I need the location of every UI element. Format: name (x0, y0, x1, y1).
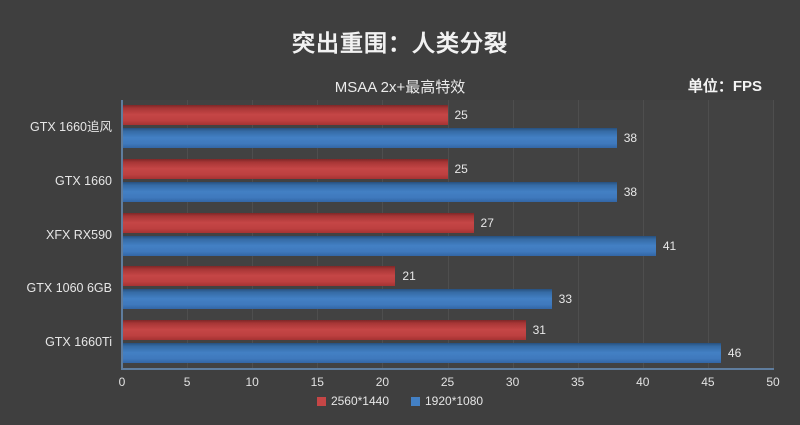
chart-category-row: 27 41 (122, 208, 773, 262)
gridline (447, 100, 449, 369)
x-tick-label: 40 (636, 375, 650, 389)
bar-value-label: 41 (662, 238, 677, 253)
bar-value-label: 38 (623, 184, 638, 199)
chart-subtitle: MSAA 2x+最高特效 (334, 79, 466, 96)
gridline (577, 100, 579, 369)
gridline (642, 100, 644, 369)
chart-category-row: 21 33 (122, 261, 773, 315)
legend-item[interactable]: 1920*1080 (411, 394, 483, 408)
bar-value-label: 46 (727, 346, 742, 361)
legend-item[interactable]: 2560*1440 (316, 394, 389, 408)
bar-value-label: 25 (454, 108, 468, 122)
bar-2560*1440 (122, 266, 396, 287)
chart-legend: 2560*1440 1920*1080 (0, 394, 800, 408)
category-label: GTX 1060 6GB (26, 281, 112, 296)
x-tick-label: 0 (118, 375, 126, 389)
x-tick-label: 15 (310, 375, 324, 389)
category-label: GTX 1660Ti (45, 335, 112, 350)
chart-category-row: 25 38 (122, 100, 773, 154)
bar-value-label: 21 (402, 269, 416, 284)
x-tick-label: 30 (505, 375, 520, 389)
x-tick-label: 45 (701, 375, 715, 389)
bar-1920*1080 (122, 235, 656, 256)
gridline (707, 100, 709, 369)
bar-value-label: 38 (623, 131, 638, 145)
legend-label: 2560*1440 (330, 394, 389, 408)
bar-value-label: 25 (454, 161, 468, 176)
category-label: GTX 1660 (55, 173, 112, 188)
x-tick-label: 10 (245, 375, 259, 389)
x-tick-label: 35 (571, 375, 585, 389)
bar-2560*1440 (122, 320, 526, 341)
gridline (187, 100, 189, 369)
gridline (317, 100, 319, 369)
bar-1920*1080 (122, 289, 552, 310)
bar-2560*1440 (122, 105, 448, 125)
gridline (252, 100, 254, 369)
x-tick-label: 50 (766, 375, 780, 389)
unit-label: 单位：FPS (687, 78, 762, 95)
bar-2560*1440 (122, 212, 474, 233)
bar-2560*1440 (122, 158, 448, 179)
legend-label: 1920*1080 (425, 394, 484, 408)
x-tick-label: 25 (440, 375, 455, 389)
plot-area: 25 38 25 38 27 41 21 33 31 46 (122, 100, 774, 369)
x-tick-label: 5 (183, 375, 191, 389)
gridline (512, 100, 514, 369)
gridline (382, 100, 384, 369)
bar-1920*1080 (122, 181, 617, 202)
gridline (773, 100, 774, 369)
x-tick-label: 20 (375, 375, 390, 389)
chart-title: 突出重围：人类分裂 (292, 30, 508, 56)
bar-1920*1080 (122, 128, 617, 148)
x-axis-line (121, 368, 774, 370)
y-axis-line (121, 100, 123, 370)
legend-swatch-icon (316, 396, 326, 406)
chart-category-row: 25 38 (122, 154, 773, 208)
category-label: GTX 1660追风 (30, 119, 112, 134)
bar-value-label: 33 (558, 292, 573, 307)
chart-category-row: 31 46 (122, 315, 773, 369)
legend-swatch-icon (411, 396, 420, 406)
bar-value-label: 27 (480, 215, 494, 230)
category-label: XFX RX590 (45, 227, 112, 242)
bar-1920*1080 (122, 343, 721, 364)
bar-value-label: 31 (532, 323, 546, 338)
